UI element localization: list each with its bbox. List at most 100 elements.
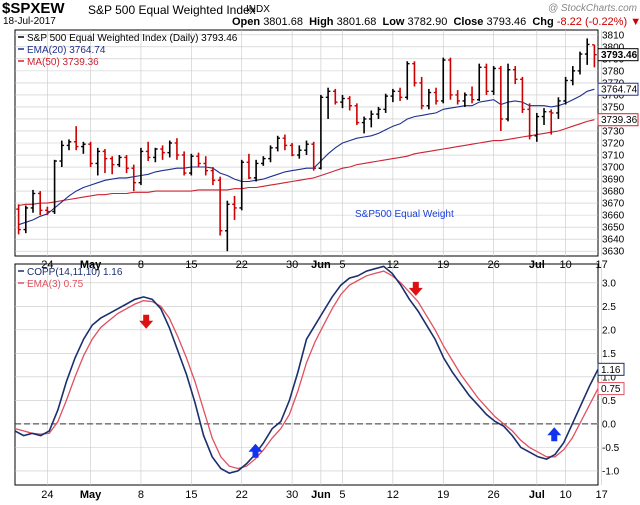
coppock-x-tick-label: 15 bbox=[185, 489, 197, 501]
price-candle bbox=[124, 155, 129, 174]
price-candle bbox=[361, 116, 367, 134]
price-candle bbox=[332, 88, 338, 105]
price-tick-label: 3750 bbox=[602, 102, 625, 113]
coppock-x-tick-label: 8 bbox=[138, 489, 144, 501]
coppock-tick-label: 1.0 bbox=[602, 372, 616, 383]
coppock-tick-label: 0.0 bbox=[602, 419, 616, 430]
price-candle bbox=[440, 57, 446, 104]
price-candle bbox=[73, 126, 79, 151]
badge-value: 3739.36 bbox=[601, 115, 638, 126]
price-candle bbox=[541, 108, 547, 125]
price-tick-label: 3700 bbox=[602, 163, 625, 174]
price-candle bbox=[45, 206, 50, 216]
coppock-ema-line bbox=[14, 270, 599, 470]
coppock-value-badge: 1.16 bbox=[597, 362, 625, 376]
coppock-tick-label: -0.5 bbox=[602, 443, 620, 454]
price-candle bbox=[217, 176, 223, 236]
ticker-symbol: $SPXEW bbox=[2, 0, 65, 17]
price-tick-label: 3670 bbox=[602, 199, 625, 210]
price-candle bbox=[397, 87, 403, 101]
price-candle bbox=[426, 88, 432, 110]
price-legend-entry: MA(50) 3739.36 bbox=[27, 57, 99, 68]
coppock-x-tick-label: 26 bbox=[488, 489, 500, 501]
price-candle bbox=[505, 63, 511, 122]
coppock-tick-label: 2.0 bbox=[602, 325, 616, 336]
price-candle bbox=[23, 205, 29, 234]
price-x-tick-label: 22 bbox=[236, 259, 248, 271]
price-candle bbox=[390, 88, 396, 103]
price-tick-label: 3690 bbox=[602, 175, 625, 186]
coppock-panel: -1.0 -0.5 0.0 0.5 1.0 1.5 2.0 2.5 3.0 COPP(14,11,… bbox=[14, 263, 625, 486]
price-x-tick-label: 10 bbox=[559, 259, 571, 271]
close-value: 3793.46 bbox=[486, 16, 527, 28]
coppock-x-tick-label: Jul bbox=[529, 489, 545, 501]
coppock-tick-label: 2.5 bbox=[602, 302, 616, 313]
price-tick-label: 3720 bbox=[602, 139, 625, 150]
price-candle bbox=[138, 147, 144, 186]
price-candle bbox=[16, 204, 21, 235]
price-candle bbox=[577, 51, 583, 75]
price-tick-label: 3660 bbox=[602, 211, 625, 222]
price-candle bbox=[268, 145, 273, 163]
price-candle bbox=[311, 141, 316, 171]
price-candle bbox=[109, 156, 115, 175]
price-candle bbox=[584, 38, 590, 65]
price-candle bbox=[81, 141, 86, 154]
brand-watermark: @ StockCharts.com bbox=[547, 3, 637, 14]
badge-frame bbox=[597, 48, 639, 62]
price-x-tick-label: 12 bbox=[387, 259, 399, 271]
price-candle bbox=[95, 147, 101, 176]
coppock-x-tick-label: Jun bbox=[311, 489, 331, 501]
coppock-tick-label: 3.0 bbox=[602, 278, 616, 289]
coppock-legend-entry: COPP(14,11,10) 1.16 bbox=[27, 267, 123, 278]
price-panel: 3630364036503660367036803690370037103720… bbox=[14, 29, 639, 258]
price-tick-label: 3710 bbox=[602, 151, 625, 162]
price-candle bbox=[88, 141, 93, 168]
price-candle bbox=[556, 97, 561, 119]
price-candle bbox=[484, 63, 489, 95]
price-candle bbox=[368, 110, 374, 128]
close-label: Close bbox=[453, 16, 484, 28]
exchange-label: INDX bbox=[246, 4, 270, 15]
price-candle bbox=[59, 140, 65, 168]
badge-frame bbox=[597, 382, 625, 396]
price-candle bbox=[354, 103, 360, 125]
price-candle bbox=[419, 76, 424, 110]
coppock-x-tick-label: 10 bbox=[559, 489, 571, 501]
price-candle bbox=[30, 189, 36, 213]
price-candle bbox=[253, 159, 259, 182]
ma50-line bbox=[18, 119, 595, 207]
coppock-x-tick-label: 22 bbox=[236, 489, 248, 501]
coppock-plot-frame bbox=[14, 263, 599, 486]
price-candle bbox=[131, 164, 137, 192]
coppock-tick-label: 1.5 bbox=[602, 349, 616, 360]
price-candle bbox=[520, 76, 525, 113]
price-candle bbox=[289, 143, 295, 157]
badge-frame bbox=[597, 113, 639, 127]
buy-signal-arrow-icon bbox=[248, 443, 263, 458]
change-value: -8.22 (-0.22%) bbox=[556, 16, 628, 28]
price-candle bbox=[189, 153, 194, 176]
price-candle bbox=[174, 138, 180, 160]
x-axis: 24 24 May May 8 8 15 15 22 22 30 30 Jun Jun 5 5 12 12 19 19… bbox=[41, 259, 607, 501]
price-candle bbox=[275, 135, 281, 152]
low-label: Low bbox=[382, 16, 405, 28]
price-value-badge: 3764.74 bbox=[597, 82, 639, 96]
price-candle bbox=[455, 90, 460, 105]
price-candle bbox=[592, 44, 597, 68]
price-candle bbox=[167, 140, 173, 158]
price-annotation: S&P500 Equal Weight bbox=[355, 209, 454, 220]
ohlc-readout: Open 3801.68 High 3801.68 Low 3782.90 Cl… bbox=[232, 16, 640, 28]
price-candle bbox=[325, 87, 331, 119]
price-candle bbox=[282, 134, 288, 151]
price-x-tick-label: 19 bbox=[437, 259, 449, 271]
price-value-badge: 3793.46 bbox=[597, 48, 639, 62]
price-candle bbox=[160, 145, 165, 160]
price-candle bbox=[37, 191, 43, 216]
price-candle bbox=[433, 87, 439, 105]
price-tick-label: 3730 bbox=[602, 126, 625, 137]
price-candle bbox=[210, 167, 216, 186]
chart-header: $SPXEW S&P 500 Equal Weighted Index INDX… bbox=[0, 0, 640, 30]
price-candle bbox=[448, 57, 453, 100]
badge-value: 1.16 bbox=[601, 365, 621, 376]
